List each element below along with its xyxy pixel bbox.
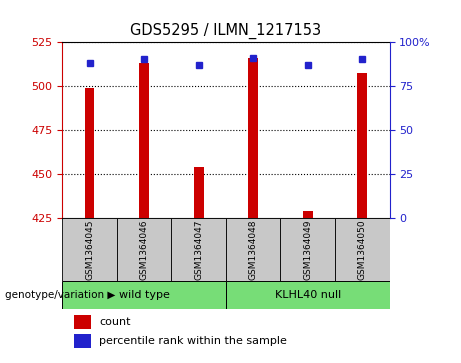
Text: count: count (99, 317, 130, 327)
Text: GSM1364048: GSM1364048 (248, 219, 258, 280)
Bar (357, 73, 367, 218)
Bar (74, 334, 91, 348)
Text: wild type: wild type (118, 290, 170, 300)
FancyBboxPatch shape (62, 281, 226, 309)
FancyBboxPatch shape (335, 218, 390, 281)
FancyBboxPatch shape (226, 281, 390, 309)
Text: percentile rank within the sample: percentile rank within the sample (99, 336, 287, 346)
FancyBboxPatch shape (171, 218, 226, 281)
Bar (194, 167, 203, 218)
Bar (139, 63, 149, 218)
Text: GSM1364047: GSM1364047 (194, 219, 203, 280)
Text: GSM1364050: GSM1364050 (358, 219, 367, 280)
Text: GSM1364045: GSM1364045 (85, 219, 94, 280)
FancyBboxPatch shape (62, 218, 117, 281)
FancyBboxPatch shape (117, 218, 171, 281)
Bar (85, 87, 95, 218)
Text: KLHL40 null: KLHL40 null (275, 290, 341, 300)
Bar (248, 58, 258, 218)
FancyBboxPatch shape (226, 218, 280, 281)
Text: GSM1364046: GSM1364046 (140, 219, 148, 280)
Bar (303, 211, 313, 218)
Text: GSM1364049: GSM1364049 (303, 219, 312, 280)
Bar (74, 315, 91, 329)
Title: GDS5295 / ILMN_1217153: GDS5295 / ILMN_1217153 (130, 23, 321, 39)
Text: genotype/variation ▶: genotype/variation ▶ (5, 290, 115, 300)
FancyBboxPatch shape (280, 218, 335, 281)
